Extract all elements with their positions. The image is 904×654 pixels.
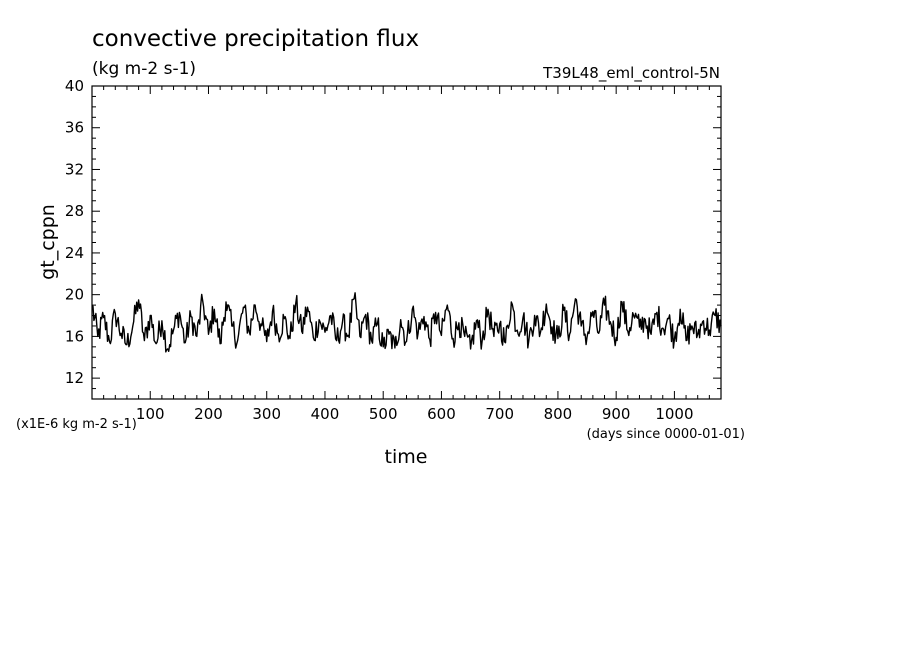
x-tick-label: 400 — [311, 405, 340, 423]
y-tick-label: 16 — [65, 327, 84, 345]
y-axis-ticks: 12 16 20 24 28 32 36 40 — [65, 77, 721, 400]
x-tick-label: 600 — [427, 405, 456, 423]
x-tick-label: 100 — [136, 405, 165, 423]
x-tick-label: 500 — [369, 405, 398, 423]
y-tick-label: 24 — [65, 244, 84, 262]
x-axis-label: time — [385, 446, 428, 468]
series-line — [91, 292, 722, 353]
y-tick-label: 40 — [65, 77, 84, 95]
x-tick-label: 900 — [602, 405, 631, 423]
chart-title: convective precipitation flux — [92, 26, 419, 52]
chart-subtitle: (kg m-2 s-1) — [92, 59, 196, 79]
run-label: T39L48_eml_control-5N — [542, 64, 720, 83]
y-tick-label: 20 — [65, 286, 84, 304]
y-units-label: (x1E-6 kg m-2 s-1) — [16, 417, 137, 432]
x-tick-label: 200 — [194, 405, 223, 423]
y-tick-label: 28 — [65, 202, 84, 220]
x-units-label: (days since 0000-01-01) — [587, 427, 745, 442]
x-tick-label: 1000 — [655, 405, 693, 423]
y-tick-label: 32 — [65, 160, 84, 178]
x-tick-label: 800 — [544, 405, 573, 423]
series-layer — [91, 292, 722, 353]
y-tick-label: 36 — [65, 119, 84, 137]
x-tick-label: 300 — [252, 405, 281, 423]
y-axis-label: gt_cppn — [37, 204, 59, 280]
y-tick-label: 12 — [65, 369, 84, 387]
x-axis-ticks: 100 200 300 400 500 600 700 800 900 1000 — [91, 86, 722, 423]
x-tick-label: 700 — [485, 405, 514, 423]
